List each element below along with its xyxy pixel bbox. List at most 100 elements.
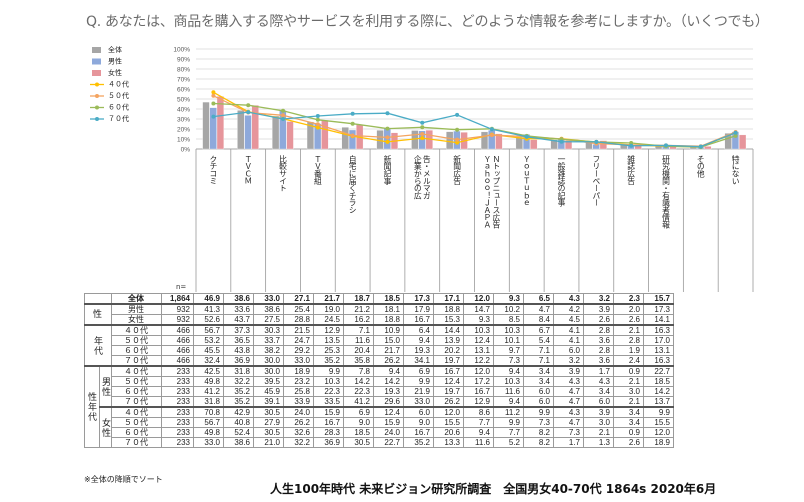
table-cell: 3.4 bbox=[523, 365, 554, 377]
table-cell: 12.9 bbox=[463, 396, 494, 408]
table-cell: 45.9 bbox=[253, 386, 284, 397]
table-cell: 18.5 bbox=[343, 427, 374, 438]
table-cell: 13.1 bbox=[463, 345, 494, 356]
table-cell: 27.5 bbox=[253, 314, 284, 326]
table-cell: 24.0 bbox=[373, 427, 404, 438]
line-point bbox=[663, 143, 668, 148]
table-cell: 7.1 bbox=[523, 355, 554, 367]
x-tick-label: ＴＶ番組 bbox=[313, 155, 322, 185]
table-cell: 4.7 bbox=[523, 303, 554, 315]
line-point bbox=[455, 112, 460, 117]
table-cell: 4.3 bbox=[553, 406, 584, 418]
table-cell: 18.5 bbox=[643, 376, 674, 387]
table-cell: 9.9 bbox=[403, 376, 434, 387]
bar bbox=[739, 134, 747, 150]
table-cell: 12.0 bbox=[463, 293, 494, 305]
table-cell: 45.5 bbox=[193, 345, 224, 356]
table-row-label: ４０代 bbox=[111, 365, 162, 377]
bar bbox=[480, 131, 489, 150]
table-cell: 34.1 bbox=[403, 355, 434, 367]
bar bbox=[515, 136, 523, 150]
table-cell: 22.7 bbox=[643, 365, 674, 377]
bar bbox=[495, 133, 503, 150]
y-tick-label: 50% bbox=[177, 97, 190, 104]
table-cell: 29.6 bbox=[373, 396, 404, 408]
table-row-label: ５０代 bbox=[111, 335, 162, 346]
table-cell: 26.2 bbox=[433, 396, 464, 408]
line-point bbox=[594, 139, 599, 144]
table-cell: 3.2 bbox=[553, 355, 584, 367]
line-point bbox=[350, 121, 355, 126]
table-cell: 32.2 bbox=[223, 376, 254, 387]
table-cell: 53.2 bbox=[193, 335, 224, 346]
table-cell-n: 466 bbox=[161, 355, 194, 367]
table-cell: 2.0 bbox=[613, 303, 644, 315]
bar bbox=[237, 110, 245, 150]
bar bbox=[272, 115, 280, 150]
table-cell: 42.9 bbox=[223, 406, 254, 418]
table-cell: 49.8 bbox=[193, 427, 224, 438]
table-cell: 18.5 bbox=[373, 293, 404, 305]
table-cell: 22.3 bbox=[343, 386, 374, 397]
y-tick-label: 90% bbox=[177, 57, 190, 64]
table-subgroup-label: 男性 bbox=[99, 365, 112, 408]
x-tick-label: Ｎトップニュース広告 bbox=[492, 155, 501, 230]
y-tick-label: 30% bbox=[177, 117, 190, 124]
table-cell: 21.7 bbox=[313, 293, 344, 305]
table-cell: 38.2 bbox=[253, 345, 284, 356]
line-point bbox=[420, 136, 425, 141]
table-cell-n: 932 bbox=[161, 314, 194, 326]
table-cell: 21.0 bbox=[253, 437, 284, 448]
table-cell: 6.0 bbox=[403, 406, 434, 418]
table-cell: 33.0 bbox=[403, 396, 434, 408]
table-cell: 0.9 bbox=[613, 427, 644, 438]
table-cell: 25.3 bbox=[313, 345, 344, 356]
table-subgroup-label: 女性 bbox=[99, 406, 112, 448]
table-cell: 30.5 bbox=[253, 406, 284, 418]
table-cell: 8.6 bbox=[463, 406, 494, 418]
table-cell: 10.9 bbox=[373, 324, 404, 336]
bar bbox=[550, 139, 558, 150]
line-point bbox=[420, 120, 425, 125]
table-cell: 36.5 bbox=[223, 335, 254, 346]
legend-swatch bbox=[92, 58, 101, 65]
table-cell: 7.7 bbox=[493, 427, 524, 438]
table-row: ６０代 233 49.8 52.4 30.5 32.6 28.3 18.5 24.0 16.7 20… bbox=[85, 427, 674, 438]
table-cell: 32.2 bbox=[283, 437, 314, 448]
table-row: 全体 1,864 46.9 38.6 33.0 27.1 21.7 18.7 18.5 17.3 1… bbox=[84, 293, 674, 305]
table-cell: 17.3 bbox=[403, 293, 434, 305]
line-point bbox=[211, 101, 216, 106]
line-point bbox=[246, 110, 251, 115]
table-cell: 16.7 bbox=[403, 427, 434, 438]
table-cell: 3.4 bbox=[613, 417, 644, 428]
table-group-cell bbox=[84, 293, 112, 305]
table-cell: 22.3 bbox=[313, 386, 344, 397]
table-cell: 21.9 bbox=[403, 386, 434, 397]
table-cell: 27.1 bbox=[283, 293, 314, 305]
table-cell: 52.6 bbox=[193, 314, 224, 326]
table-cell-n: 233 bbox=[161, 437, 194, 448]
bar bbox=[202, 101, 210, 150]
table-cell: 16.2 bbox=[343, 314, 374, 326]
table-cell: 15.7 bbox=[643, 293, 674, 305]
table-cell: 41.2 bbox=[343, 396, 374, 408]
series-line bbox=[213, 111, 736, 148]
y-tick-label: 70% bbox=[177, 77, 190, 84]
table-cell: 33.0 bbox=[193, 437, 224, 448]
table-cell: 24.0 bbox=[283, 406, 314, 418]
line-point bbox=[211, 114, 216, 119]
table-cell: 18.1 bbox=[373, 303, 404, 315]
table-cell: 6.0 bbox=[523, 396, 554, 408]
bar bbox=[530, 139, 538, 150]
table-cell: 16.7 bbox=[313, 417, 344, 428]
table-row: ５０代 233 56.7 40.8 27.9 26.2 16.7 9.0 15.9 9.0 15.5… bbox=[85, 417, 674, 428]
table-cell: 25.8 bbox=[283, 386, 314, 397]
bar bbox=[348, 129, 357, 150]
table-row-label: 女性 bbox=[111, 314, 162, 326]
table-cell: 33.7 bbox=[253, 335, 284, 346]
legend-marker bbox=[95, 105, 99, 110]
line-point bbox=[455, 140, 460, 145]
line-point bbox=[489, 133, 494, 138]
table-cell: 13.1 bbox=[643, 345, 674, 356]
line-point bbox=[350, 111, 355, 116]
